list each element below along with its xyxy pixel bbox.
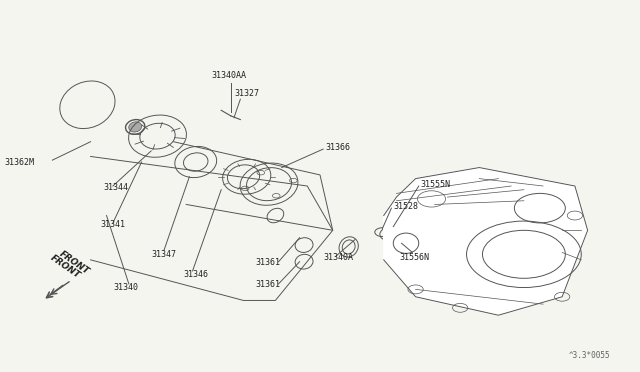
Text: 31340AA: 31340AA [212,71,246,80]
Text: 31327: 31327 [234,89,259,98]
Text: 31344: 31344 [103,183,129,192]
Text: 31340: 31340 [113,283,138,292]
Text: 31347: 31347 [151,250,176,259]
Text: 31340A: 31340A [323,253,353,263]
Ellipse shape [129,122,141,132]
Text: FRONT: FRONT [58,250,92,276]
Text: 31346: 31346 [183,270,208,279]
Text: FRONT: FRONT [49,253,82,280]
Text: 31361: 31361 [255,258,280,267]
Text: ^3.3*0055: ^3.3*0055 [568,350,610,359]
Text: 31528: 31528 [394,202,419,211]
Text: 31361: 31361 [255,280,280,289]
Text: 31555N: 31555N [420,180,451,189]
Text: 31341: 31341 [100,220,125,229]
Text: 31556N: 31556N [399,253,429,263]
Text: 31362M: 31362M [4,157,35,167]
Polygon shape [384,167,588,315]
Text: 31366: 31366 [325,143,350,152]
